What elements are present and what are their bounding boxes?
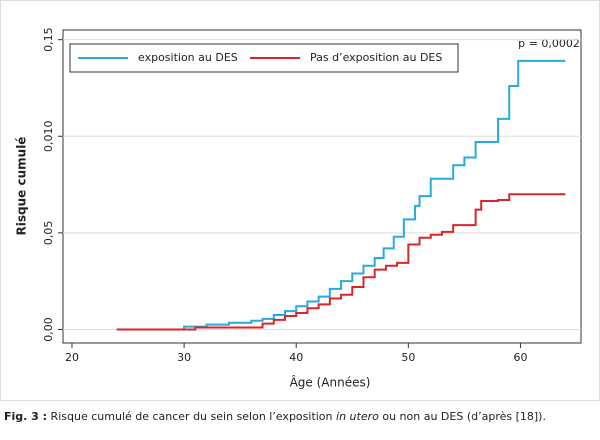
caption: Fig. 3 : Risque cumulé de cancer du sein…	[4, 410, 596, 423]
annotation: p = 0,0002	[518, 37, 580, 50]
series-line	[116, 193, 566, 331]
x-tick-label: 50	[401, 351, 415, 364]
legend-label: exposition au DES	[138, 51, 238, 64]
legend-label: Pas d’exposition au DES	[310, 51, 442, 64]
y-tick-label: 0,15	[42, 27, 55, 52]
series-line	[116, 59, 566, 331]
y-tick-label: 0,010	[42, 121, 55, 153]
plot-area	[62, 29, 582, 344]
x-tick-label: 30	[177, 351, 191, 364]
caption-label: Fig. 3 :	[4, 410, 48, 423]
x-tick-label: 60	[513, 351, 527, 364]
x-tick-label: 40	[289, 351, 303, 364]
y-tick-label: 0,00	[42, 317, 55, 342]
caption-text: ou non au DES (d’après [18]).	[378, 410, 546, 423]
x-axis-label: Âge (Années)	[290, 375, 371, 390]
caption-text: in utero	[336, 410, 379, 423]
y-axis-label: Risque cumulé	[15, 137, 29, 236]
x-tick-label: 20	[65, 351, 79, 364]
caption-text: Risque cumulé de cancer du sein selon l’…	[47, 410, 337, 423]
y-tick-label: 0,05	[42, 221, 55, 246]
